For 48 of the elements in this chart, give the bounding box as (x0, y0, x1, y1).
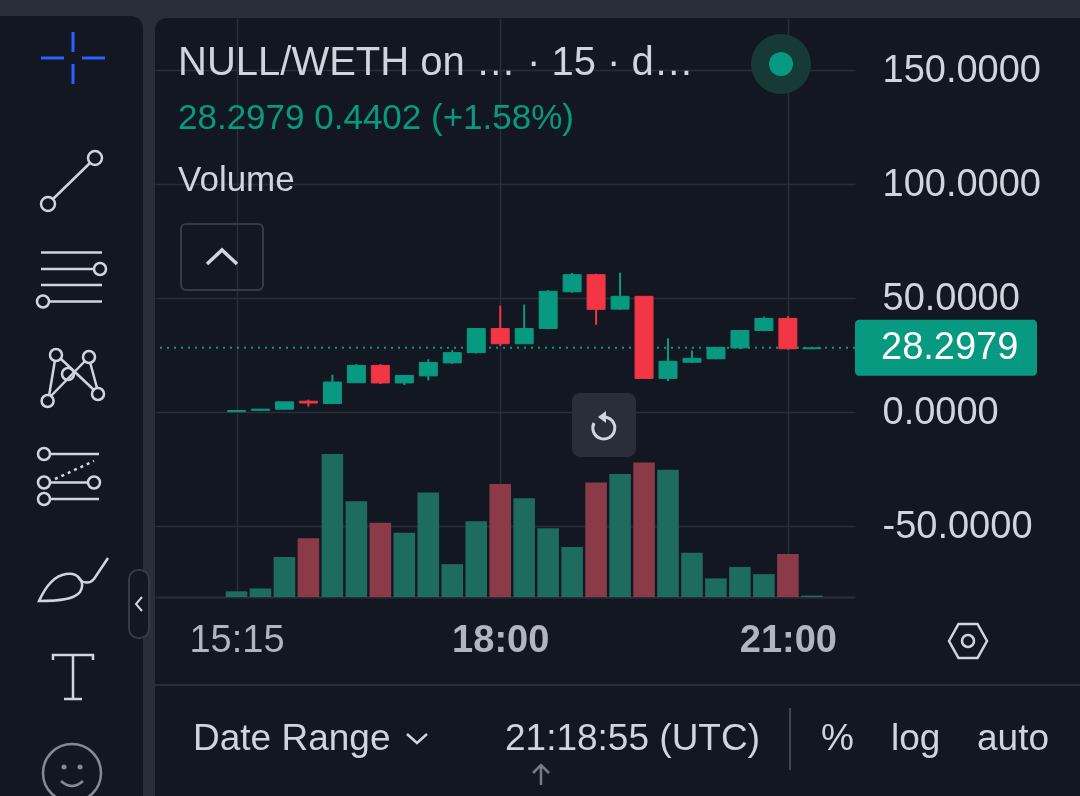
bar (225, 591, 248, 597)
bar (297, 538, 320, 597)
bar (369, 522, 392, 597)
bar (585, 482, 607, 597)
y-tick-label: 50.0000 (882, 275, 1020, 318)
text: auto (977, 716, 1050, 760)
bar (537, 528, 559, 597)
text: log (891, 716, 941, 760)
bar (513, 498, 535, 597)
text: 21:18:55 (UTC) (505, 716, 760, 760)
ref-line-label: 28.2979 (881, 324, 1019, 367)
bar (441, 564, 464, 597)
bar (777, 554, 799, 597)
x-tick-label: 18:00 (452, 617, 550, 660)
y-tick-label: 0.0000 (882, 389, 999, 432)
bar (633, 462, 655, 597)
bar (417, 492, 440, 597)
bar (681, 552, 703, 597)
x-tick-label: 21:00 (739, 617, 837, 660)
bar (273, 556, 296, 597)
candlestick (490, 304, 510, 348)
bar (753, 574, 775, 597)
text: NULL/WETH on … · 15 · d… (178, 39, 694, 83)
bar (345, 501, 368, 597)
bar (489, 484, 511, 597)
chart-title: Volume (178, 159, 295, 198)
candlestick (514, 303, 534, 345)
bar (393, 532, 416, 597)
bar (465, 521, 488, 597)
candlestick (610, 271, 630, 311)
bar (657, 469, 679, 597)
text: 28.2979 0.4402 (+1.58%) (178, 97, 575, 136)
bar (609, 474, 631, 597)
candlestick (346, 363, 366, 384)
text: Date Range (193, 716, 391, 760)
candlestick (418, 358, 438, 382)
bar (705, 578, 727, 597)
bar (561, 546, 583, 597)
y-tick-label: -50.0000 (882, 503, 1033, 546)
bar (249, 588, 272, 597)
candlestick (562, 271, 582, 294)
y-tick-label: 150.0000 (882, 47, 1041, 90)
x-tick-label: 15:15 (189, 617, 285, 660)
bar (729, 566, 751, 597)
y-tick-label: 100.0000 (882, 161, 1041, 204)
candlestick (322, 373, 342, 406)
bar (321, 453, 344, 597)
text: % (821, 716, 854, 760)
